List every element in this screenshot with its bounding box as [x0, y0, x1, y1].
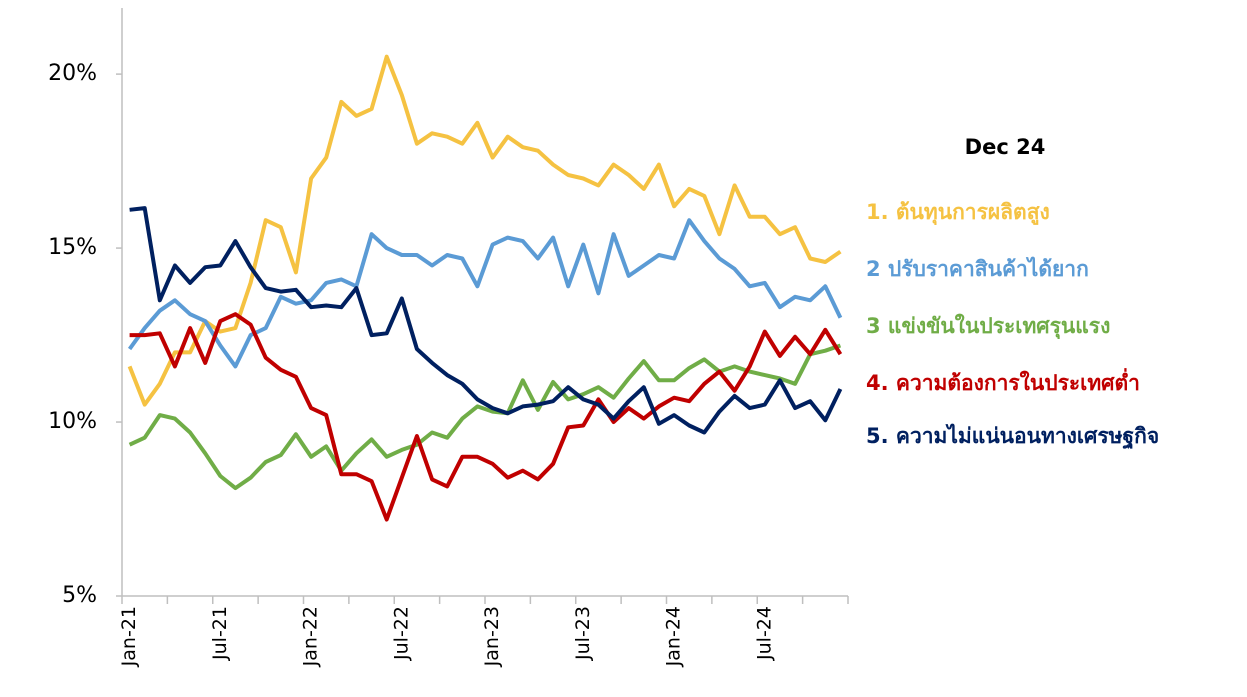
- x-tick-label: Jul-21: [209, 606, 231, 661]
- y-tick-label: 5%: [62, 583, 97, 608]
- y-tick-label: 20%: [48, 61, 97, 86]
- x-tick-label: Jul-22: [390, 606, 412, 661]
- series-line: [127, 218, 843, 369]
- series-line: [128, 343, 842, 491]
- y-tick-label: 15%: [48, 235, 97, 260]
- x-tick-label: Jan-21: [118, 606, 140, 667]
- x-tick-label: Jan-22: [300, 606, 322, 667]
- x-tick-label: Jan-23: [481, 606, 503, 667]
- legend-entry: 5. ความไม่แน่นอนทางเศรษฐกิจ: [866, 423, 1159, 450]
- y-tick-label: 10%: [48, 409, 97, 434]
- legend-title: Dec 24: [965, 135, 1046, 159]
- legend-entry: 4. ความต้องการในประเทศต่ำ: [866, 367, 1140, 395]
- legend-entry: 3 แข่งขันในประเทศรุนแรง: [866, 313, 1110, 340]
- x-tick-label: Jul-23: [572, 606, 594, 661]
- series-line: [129, 206, 843, 435]
- x-tick-label: Jan-24: [663, 606, 685, 667]
- legend-entry: 1. ต้นทุนการผลิตสูง: [866, 200, 1050, 226]
- legend-entry: 2 ปรับราคาสินค้าได้ยาก: [866, 256, 1089, 281]
- series-line: [127, 54, 842, 407]
- x-tick-label: Jul-24: [753, 606, 775, 661]
- series-line: [129, 312, 843, 522]
